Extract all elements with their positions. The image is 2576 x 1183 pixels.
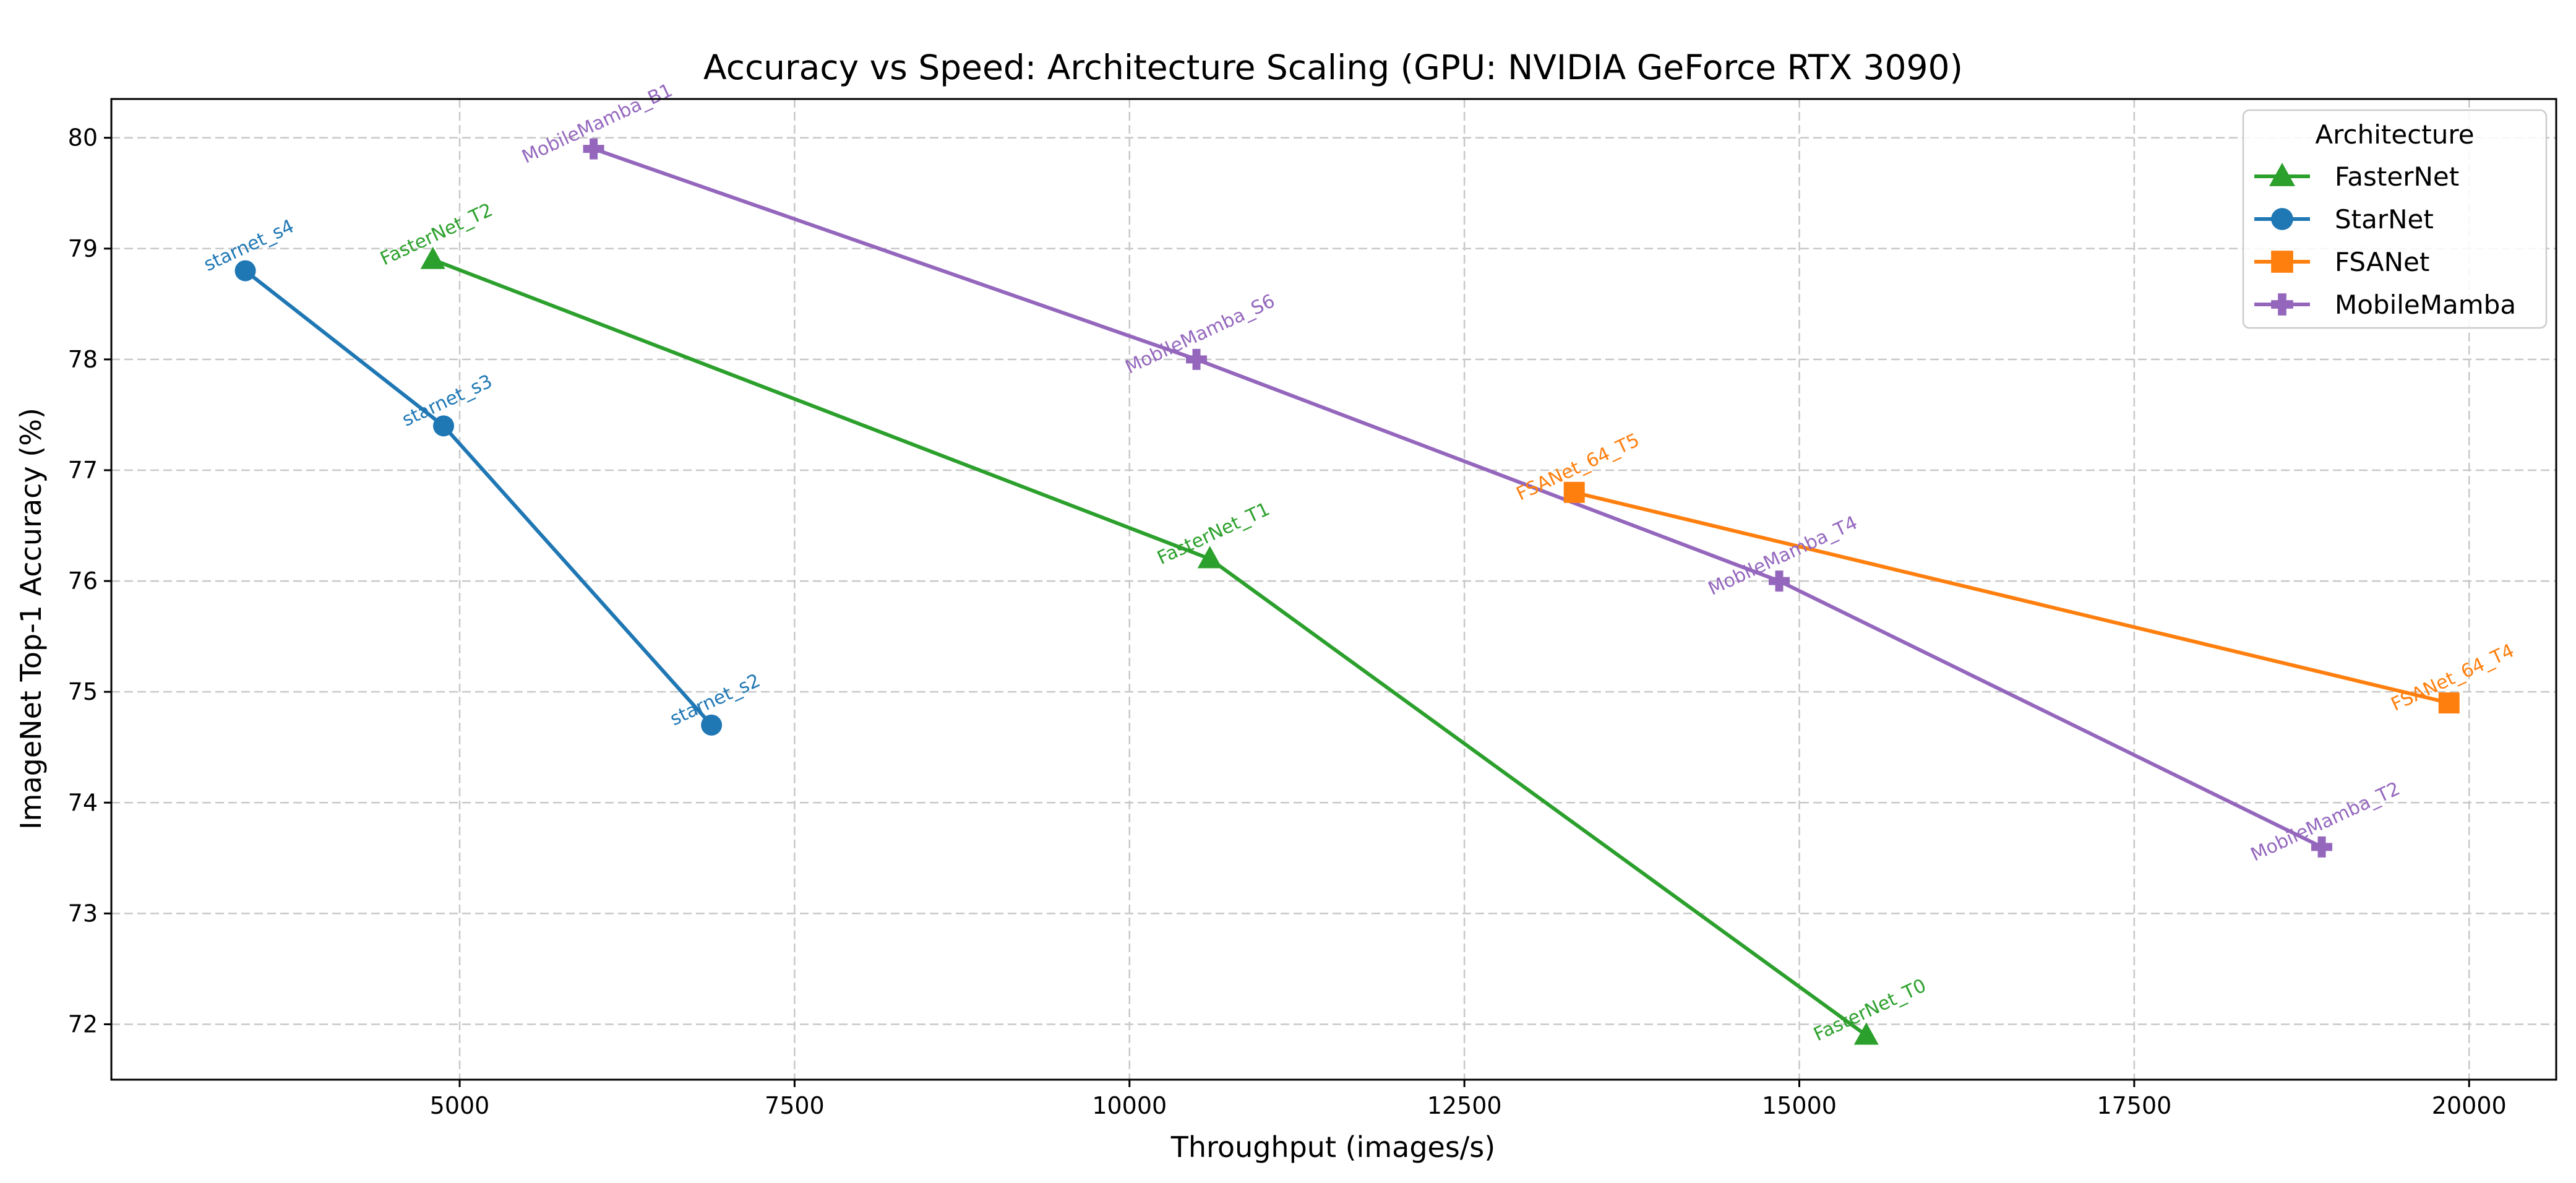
x-tick-label: 20000 [2432, 1092, 2507, 1119]
data-markers [234, 138, 2460, 1045]
data-point-fasternet [1853, 1022, 1879, 1045]
y-tick-label: 74 [68, 789, 98, 816]
data-point-mobilemamba [2311, 836, 2333, 858]
y-axis-label: ImageNet Top-1 Accuracy (%) [14, 408, 48, 830]
data-point-fsanet [1563, 481, 1585, 503]
plot-frame [110, 98, 2557, 1081]
x-axis-ticks: 5000 7500 10000 12500 15000 17500 20000 [430, 1080, 2507, 1119]
legend-swatch-marker [2271, 251, 2293, 273]
y-tick-label: 76 [68, 567, 98, 595]
data-point-starnet [234, 260, 256, 282]
data-point-mobilemamba [583, 138, 604, 160]
data-point-fasternet [1197, 546, 1222, 569]
series-line-fsanet [1574, 490, 2450, 705]
x-tick-label: 12500 [1427, 1092, 1502, 1119]
y-tick-label: 80 [68, 124, 98, 152]
y-tick-label: 78 [68, 346, 98, 373]
y-tick-label: 75 [68, 678, 98, 705]
y-tick-label: 73 [68, 900, 98, 927]
legend-box [2242, 109, 2548, 329]
x-tick-label: 10000 [1092, 1092, 1167, 1119]
x-axis-label: Throughput (images/s) [1170, 1130, 1495, 1164]
y-tick-label: 72 [68, 1010, 98, 1038]
y-axis-ticks: 72 73 74 75 76 77 78 79 80 [68, 124, 111, 1038]
x-tick-label: 15000 [1762, 1092, 1837, 1119]
legend-swatch-marker [2271, 293, 2293, 316]
legend: Architecture FasterNet StarNet FSANet Mobile… [2242, 109, 2548, 329]
y-tick-label: 79 [68, 235, 98, 262]
data-point-mobilemamba [1769, 570, 1790, 592]
data-point-mobilemamba [1186, 348, 1208, 370]
legend-entry-starnet: StarNet [2335, 204, 2434, 234]
legend-swatch-marker [2269, 162, 2295, 186]
legend-entry-fsanet: FSANet [2335, 247, 2429, 277]
data-point-fasternet [420, 246, 445, 269]
legend-entry-fasternet: FasterNet [2335, 161, 2459, 192]
legend-title: Architecture [2315, 119, 2474, 150]
chart-title: Accuracy vs Speed: Architecture Scaling … [703, 48, 1963, 87]
legend-entry-mobilemamba: MobileMamba [2335, 290, 2516, 320]
x-tick-label: 17500 [2097, 1092, 2171, 1119]
series-line-mobilemamba [593, 147, 2323, 849]
x-tick-label: 7500 [765, 1092, 825, 1119]
data-point-fsanet [2438, 692, 2460, 714]
y-tick-label: 77 [68, 457, 98, 484]
data-point-starnet [433, 415, 455, 437]
x-tick-label: 5000 [430, 1092, 490, 1119]
data-point-starnet [701, 714, 723, 736]
legend-swatch-marker [2271, 208, 2293, 230]
